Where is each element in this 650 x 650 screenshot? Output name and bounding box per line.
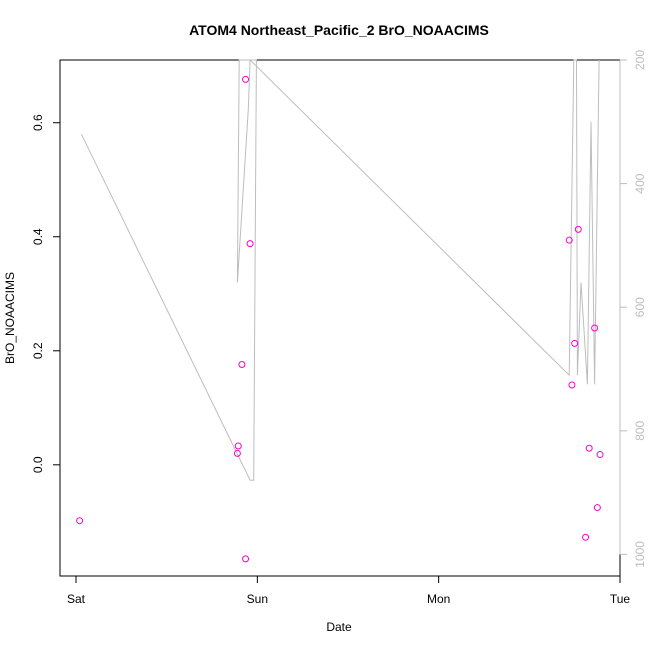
plot-frame <box>59 59 621 577</box>
data-point <box>565 236 573 244</box>
point-series <box>76 75 604 563</box>
data-point <box>242 75 250 83</box>
chart-title: ATOM4 Northeast_Pacific_2 BrO_NOAACIMS <box>189 22 489 38</box>
data-point <box>574 225 582 233</box>
data-point <box>246 240 254 248</box>
y-axis-label: BrO_NOAACIMS <box>3 272 17 364</box>
data-point <box>233 449 241 457</box>
data-point <box>238 360 246 368</box>
data-point <box>585 444 593 452</box>
y-tick-label: 0.4 <box>31 228 45 245</box>
right-y-tick-label: 1000 <box>633 541 647 568</box>
y-axis: 0.0 0.2 0.4 0.6 <box>31 114 61 473</box>
data-point <box>582 533 590 541</box>
data-point <box>571 339 579 347</box>
data-point <box>568 381 576 389</box>
x-tick-label: Tue <box>610 592 631 606</box>
y-tick-label: 0.2 <box>31 342 45 359</box>
data-point <box>591 324 599 332</box>
x-axis-label: Date <box>326 620 352 634</box>
pressure-line <box>80 58 600 481</box>
right-y-tick-label: 800 <box>633 420 647 440</box>
data-point <box>234 442 242 450</box>
x-axis: Sat Sun Mon Tue <box>67 575 631 606</box>
right-y-axis: 200 400 600 800 1000 <box>619 50 647 568</box>
right-y-tick-label: 200 <box>633 50 647 70</box>
x-tick-label: Sun <box>247 592 268 606</box>
y-tick-label: 0.0 <box>31 456 45 473</box>
line-series <box>80 58 600 481</box>
data-point <box>76 517 84 525</box>
data-point <box>242 555 250 563</box>
x-tick-label: Sat <box>67 592 86 606</box>
data-point <box>596 451 604 459</box>
x-tick-label: Mon <box>427 592 450 606</box>
right-y-tick-label: 400 <box>633 173 647 193</box>
y-tick-label: 0.6 <box>31 114 45 131</box>
data-point <box>593 504 601 512</box>
right-y-tick-label: 600 <box>633 297 647 317</box>
